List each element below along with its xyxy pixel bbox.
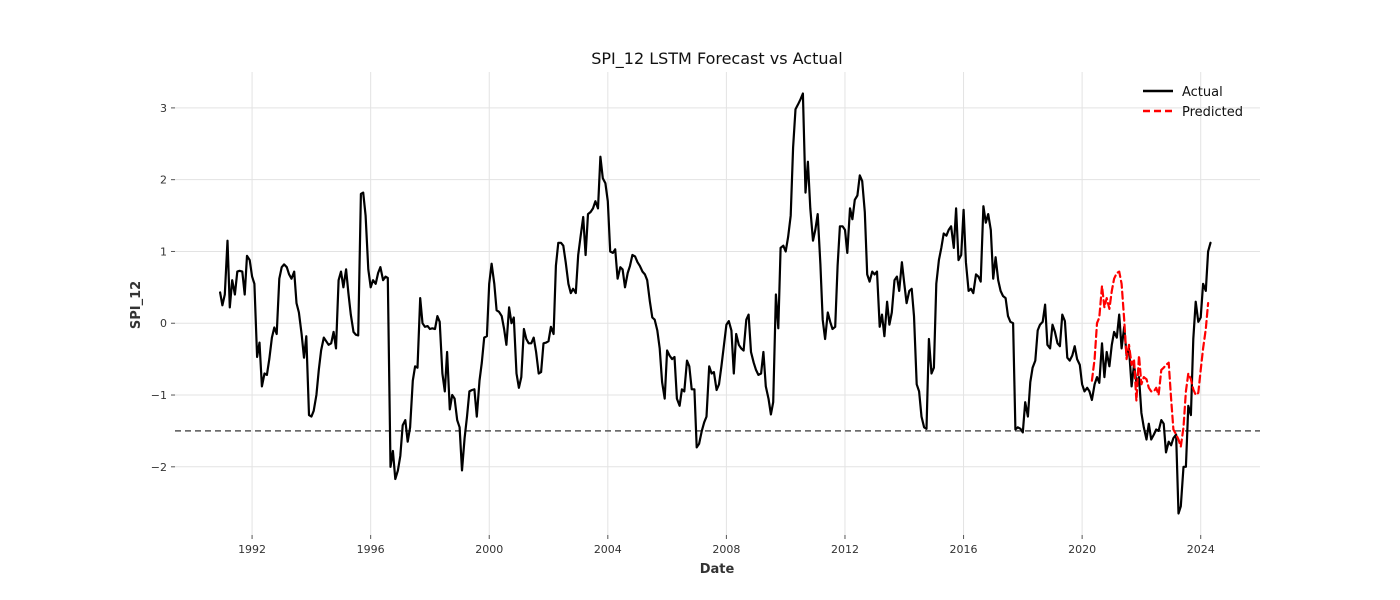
x-tick-label: 2020 [1068, 543, 1096, 556]
y-tick-label: −2 [151, 461, 167, 474]
plot-area [175, 72, 1260, 535]
legend: Actual Predicted [1143, 85, 1243, 120]
y-axis-label: SPI_12 [129, 281, 144, 329]
series-predicted-line [1090, 270, 1210, 448]
y-tick-label: 2 [160, 174, 167, 187]
legend-predicted-label: Predicted [1182, 105, 1243, 120]
x-tick-label: 2012 [831, 543, 859, 556]
x-tick-label: 2000 [475, 543, 503, 556]
x-axis-label: Date [700, 562, 735, 577]
x-tick-label: 1992 [238, 543, 266, 556]
x-tick-label: 2016 [950, 543, 978, 556]
chart-title: SPI_12 LSTM Forecast vs Actual [591, 49, 843, 69]
y-gridlines [175, 107, 1260, 468]
legend-actual-label: Actual [1182, 85, 1223, 100]
x-tick-label: 1996 [357, 543, 385, 556]
x-tick-label: 2024 [1187, 543, 1215, 556]
series-actual-line [219, 92, 1212, 515]
series-layer [219, 92, 1212, 515]
x-axis-ticks: 1992 1996 2000 2004 2008 2012 2016 2020 2024 [238, 535, 1215, 556]
y-axis-ticks: −2 −1 0 1 2 3 [151, 102, 175, 474]
y-tick-label: 3 [160, 102, 167, 115]
x-tick-label: 2004 [594, 543, 622, 556]
y-tick-label: 0 [160, 317, 167, 330]
y-tick-label: 1 [160, 245, 167, 258]
x-tick-label: 2008 [712, 543, 740, 556]
y-tick-label: −1 [151, 389, 167, 402]
